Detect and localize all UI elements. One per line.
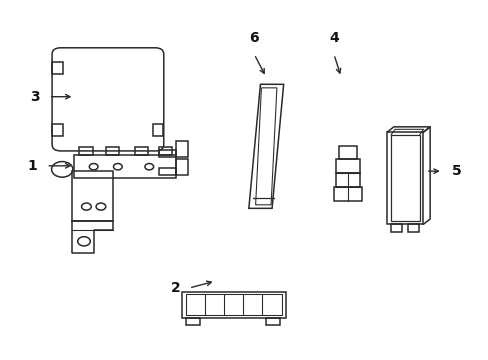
Bar <box>135 147 148 155</box>
Bar <box>338 146 356 159</box>
Text: 1: 1 <box>28 159 38 173</box>
Polygon shape <box>248 84 283 208</box>
Bar <box>105 147 119 155</box>
Bar <box>52 62 62 74</box>
Bar <box>152 124 163 136</box>
Text: 6: 6 <box>249 31 259 45</box>
Text: 5: 5 <box>450 164 460 178</box>
Bar <box>72 171 113 221</box>
Text: 2: 2 <box>170 281 180 295</box>
Bar <box>185 294 281 315</box>
Text: 3: 3 <box>30 90 40 104</box>
Bar <box>390 135 419 221</box>
Bar <box>336 159 359 173</box>
Text: 4: 4 <box>328 31 338 45</box>
Bar <box>74 155 176 178</box>
Bar <box>333 187 361 201</box>
Bar <box>79 147 93 155</box>
Bar <box>176 159 187 175</box>
Bar <box>181 292 285 318</box>
Bar <box>159 147 172 155</box>
Bar <box>336 173 359 187</box>
FancyBboxPatch shape <box>52 48 163 151</box>
Bar <box>386 132 423 224</box>
Bar <box>176 141 187 157</box>
Bar <box>159 168 176 175</box>
Bar <box>186 318 200 325</box>
Bar <box>159 150 176 157</box>
Bar <box>407 224 418 232</box>
Bar <box>390 224 401 232</box>
Bar <box>52 124 62 136</box>
Bar <box>265 318 279 325</box>
